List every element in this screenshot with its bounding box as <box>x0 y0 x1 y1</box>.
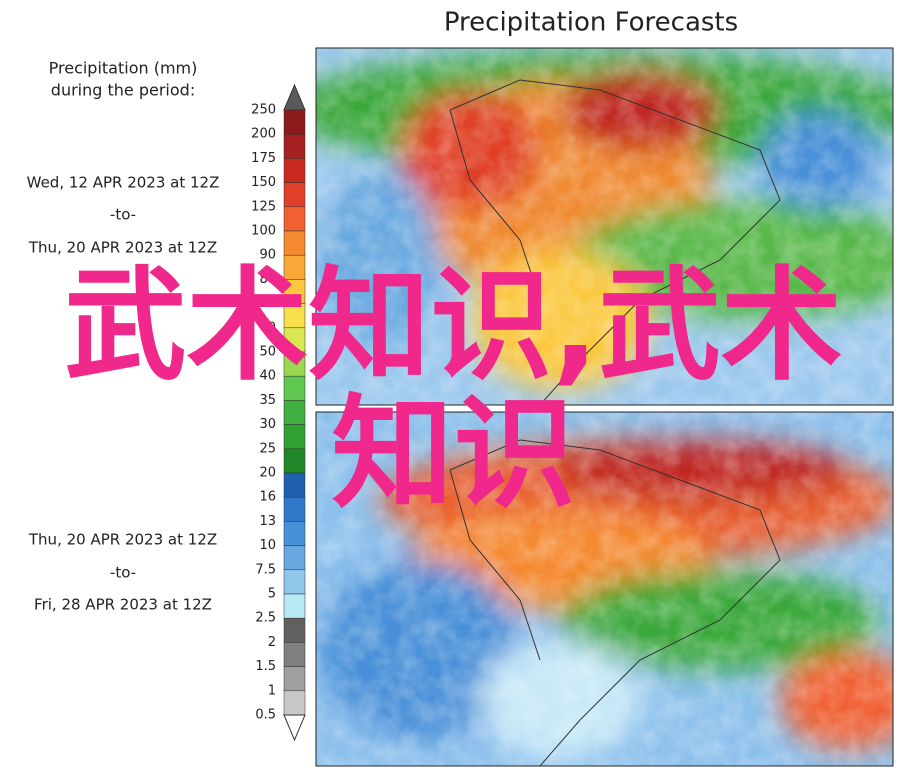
period-separator: -to- <box>110 564 136 582</box>
colorbar-bin <box>283 521 306 546</box>
map-panel <box>316 412 893 766</box>
colorbar-label: 2.5 <box>255 611 276 626</box>
period-end: Fri, 28 APR 2023 at 12Z <box>34 596 212 614</box>
colorbar: 2502001751501251009080706050403530252016… <box>251 83 306 742</box>
colorbar-bin <box>283 230 306 256</box>
map-panel <box>316 48 893 405</box>
colorbar-label: 200 <box>251 127 276 142</box>
legend-title: during the period: <box>51 81 195 100</box>
colorbar-bin <box>283 206 306 232</box>
colorbar-label: 150 <box>251 175 276 190</box>
colorbar-label: 13 <box>259 514 276 529</box>
legend-title: Precipitation (mm) <box>49 59 198 78</box>
watermark-text: 武术知识,武术知识 <box>64 255 843 525</box>
colorbar-bin <box>283 617 306 643</box>
colorbar-bin <box>283 109 306 135</box>
colorbar-label: 70 <box>259 296 276 311</box>
colorbar-label: 90 <box>259 248 276 263</box>
colorbar-bin <box>283 690 306 716</box>
map-frame <box>315 47 894 406</box>
colorbar-cap <box>283 83 306 111</box>
colorbar-bin <box>283 133 306 159</box>
period-separator: -to- <box>110 206 136 224</box>
colorbar-label: 1.5 <box>255 659 276 674</box>
colorbar-label: 30 <box>259 417 276 432</box>
map-frame <box>315 411 894 767</box>
colorbar-label: 60 <box>259 320 276 335</box>
colorbar-label: 16 <box>259 490 276 505</box>
colorbar-label: 7.5 <box>255 562 276 577</box>
colorbar-label: 5 <box>268 587 276 602</box>
period-end: Thu, 20 APR 2023 at 12Z <box>28 239 217 257</box>
colorbar-bin <box>283 182 306 208</box>
period-start: Thu, 20 APR 2023 at 12Z <box>28 531 217 549</box>
colorbar-label: 35 <box>259 393 276 408</box>
colorbar-cap <box>283 714 306 742</box>
colorbar-label: 100 <box>251 224 276 239</box>
colorbar-bin <box>283 593 306 619</box>
colorbar-label: 20 <box>259 466 276 481</box>
colorbar-label: 1 <box>268 683 276 698</box>
colorbar-bin <box>283 666 306 692</box>
colorbar-label: 80 <box>259 272 276 287</box>
colorbar-label: 40 <box>259 369 276 384</box>
colorbar-label: 0.5 <box>255 708 276 723</box>
colorbar-label: 250 <box>251 103 276 118</box>
colorbar-label: 50 <box>259 345 276 360</box>
colorbar-label: 10 <box>259 538 276 553</box>
colorbar-label: 2 <box>268 635 276 650</box>
colorbar-bin <box>283 545 306 571</box>
colorbar-label: 125 <box>251 199 276 214</box>
title: Precipitation Forecasts <box>444 8 738 38</box>
colorbar-bin <box>283 569 306 595</box>
colorbar-label: 25 <box>259 441 276 456</box>
colorbar-label: 175 <box>251 151 276 166</box>
colorbar-bin <box>283 158 306 183</box>
period-start: Wed, 12 APR 2023 at 12Z <box>27 174 220 192</box>
colorbar-bin <box>283 642 306 667</box>
